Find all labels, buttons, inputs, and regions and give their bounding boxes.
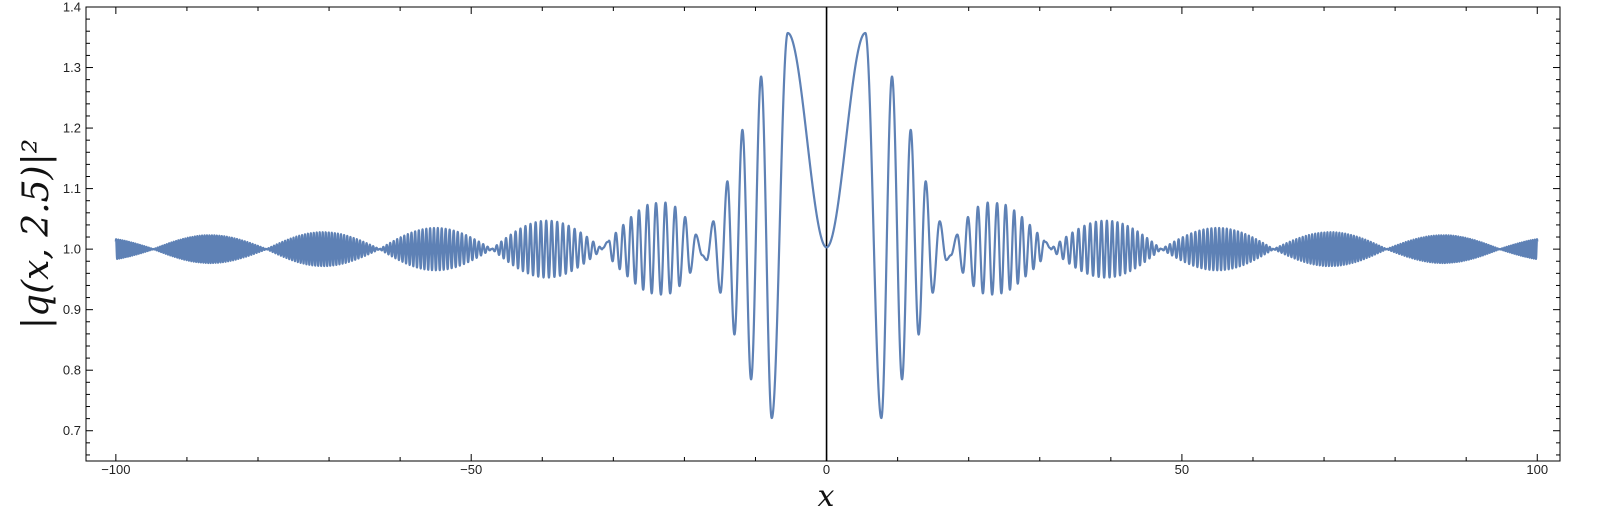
y-axis-label: |q(x, 2.5)|² (16, 139, 57, 329)
x-tick-label: −100 (101, 462, 130, 477)
y-tick-label: 1.0 (63, 242, 81, 257)
x-tick-label: 0 (823, 462, 830, 477)
x-axis-label: x (818, 479, 835, 506)
y-tick-label: 0.7 (63, 423, 81, 438)
y-tick-label: 0.9 (63, 302, 81, 317)
tick-labels: −100 −50 0 50 100 0.7 0.8 0.9 1.0 1.1 1.2 1.3 1.4 (63, 0, 1548, 477)
series-line (114, 31, 1539, 420)
x-tick-label: 50 (1175, 462, 1189, 477)
plot-frame (85, 6, 1561, 462)
x-tick-label: 100 (1526, 462, 1548, 477)
y-tick-label: 1.3 (63, 60, 81, 75)
x-tick-label: −50 (460, 462, 482, 477)
ticks (86, 6, 1560, 461)
y-tick-label: 1.1 (63, 181, 81, 196)
y-tick-label: 0.8 (63, 363, 81, 378)
y-tick-label: 1.4 (63, 0, 81, 15)
y-tick-label: 1.2 (63, 121, 81, 136)
